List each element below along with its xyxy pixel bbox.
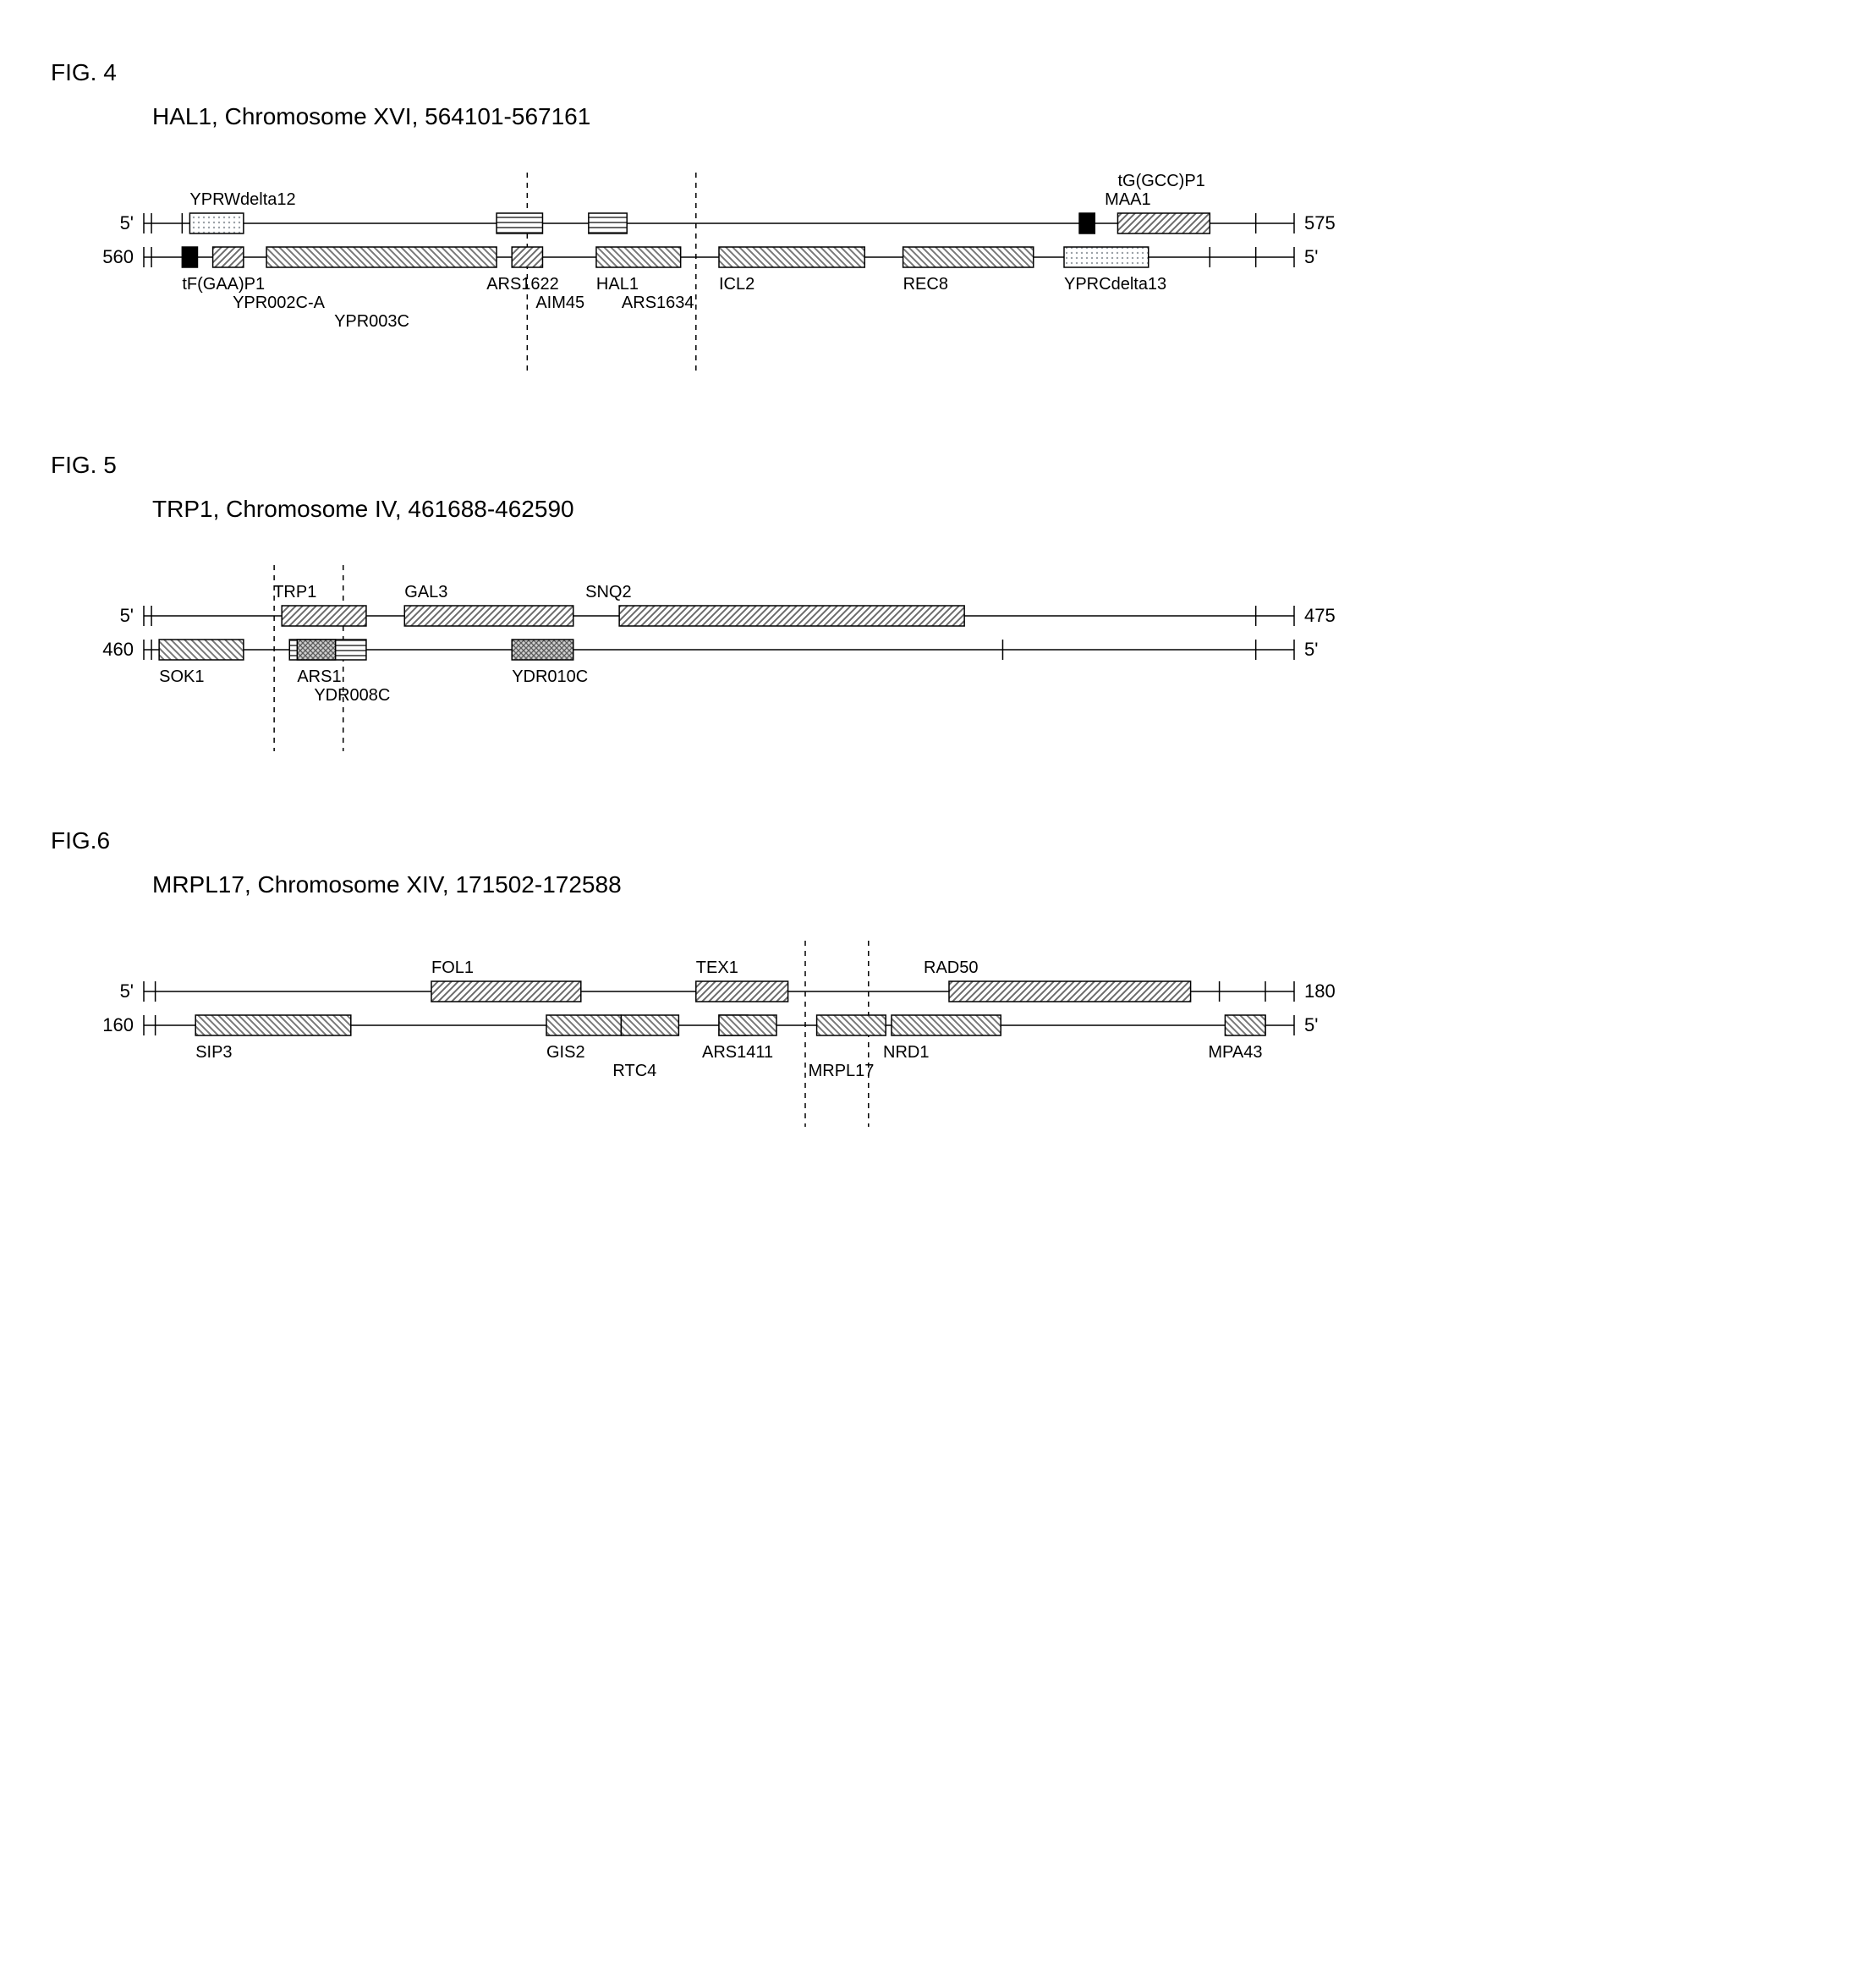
gene-label: ARS1	[297, 667, 341, 686]
figure-title: HAL1, Chromosome XVI, 564101-567161	[152, 103, 1820, 130]
gene-diagram: 5' 560 575 5' YPRWdelta12 MAA1tG(GCC)P1 tF(GAA…	[85, 164, 1820, 401]
gene-feature	[512, 247, 542, 267]
gene-feature	[719, 1015, 776, 1035]
five-prime-top: 5'	[120, 605, 134, 626]
gene-feature	[182, 247, 197, 267]
five-prime-bot: 5'	[1304, 246, 1318, 267]
gene-label: RTC4	[612, 1062, 656, 1080]
gene-label: ARS1634	[622, 294, 694, 312]
five-prime-top: 5'	[120, 212, 134, 233]
gene-feature	[1117, 213, 1210, 233]
gene-label: YPR003C	[334, 312, 409, 331]
gene-label: YDR008C	[314, 686, 390, 705]
gene-label: SNQ2	[585, 583, 631, 601]
gene-feature	[297, 640, 335, 660]
gene-feature	[719, 247, 864, 267]
gene-feature	[497, 213, 542, 233]
gene-label: ICL2	[719, 275, 754, 294]
gene-diagram: 5' 460 475 5' TRP1 GAL3 SNQ2 SOK1 ARS1YDR008C YDR…	[85, 557, 1820, 777]
gene-label: MAA1	[1105, 190, 1150, 209]
figure-title: MRPL17, Chromosome XIV, 171502-172588	[152, 871, 1820, 898]
gene-feature	[431, 981, 581, 1002]
gene-label: MRPL17	[809, 1062, 875, 1080]
gene-diagram: 5' 160 180 5' FOL1 TEX1 RAD50 SIP3 GIS2 RTC4 ARS14…	[85, 932, 1820, 1152]
gene-feature	[1079, 213, 1095, 233]
gene-feature	[589, 213, 627, 233]
gene-label: SOK1	[159, 667, 204, 686]
gene-feature	[195, 1015, 351, 1035]
gene-label: YPRCdelta13	[1064, 275, 1166, 294]
gene-label: tF(GAA)P1	[182, 275, 265, 294]
gene-feature	[596, 247, 681, 267]
gene-feature	[404, 606, 573, 626]
five-prime-bot: 5'	[1304, 639, 1318, 660]
gene-feature	[282, 606, 366, 626]
five-prime-bot: 5'	[1304, 1014, 1318, 1035]
gene-label: MPA43	[1208, 1043, 1262, 1062]
gene-feature	[546, 1015, 621, 1035]
gene-label: GAL3	[404, 583, 447, 601]
gene-label: YPR002C-A	[233, 294, 326, 312]
gene-label: RAD50	[924, 958, 978, 977]
gene-label: FOL1	[431, 958, 474, 977]
gene-label: ARS1411	[702, 1043, 773, 1062]
gene-feature	[1064, 247, 1149, 267]
gene-feature	[817, 1015, 886, 1035]
gene-feature	[903, 247, 1034, 267]
gene-label: TRP1	[273, 583, 316, 601]
gene-feature	[266, 247, 497, 267]
gene-feature	[1225, 1015, 1265, 1035]
coord-left: 160	[102, 1014, 134, 1035]
gene-label: YDR010C	[512, 667, 588, 686]
gene-label: YPRWdelta12	[189, 190, 295, 209]
coord-right: 575	[1304, 212, 1336, 233]
coord-right: 475	[1304, 605, 1336, 626]
gene-label: tG(GCC)P1	[1117, 172, 1204, 190]
figure-heading: FIG. 5	[51, 452, 1820, 479]
gene-label: TEX1	[696, 958, 738, 977]
gene-feature	[949, 981, 1191, 1002]
figure-heading: FIG. 4	[51, 59, 1820, 86]
gene-label: SIP3	[195, 1043, 232, 1062]
gene-feature	[696, 981, 788, 1002]
gene-label: NRD1	[883, 1043, 929, 1062]
gene-feature	[619, 606, 964, 626]
coord-left: 560	[102, 246, 134, 267]
gene-feature	[512, 640, 573, 660]
figure-title: TRP1, Chromosome IV, 461688-462590	[152, 496, 1820, 523]
gene-feature	[213, 247, 244, 267]
gene-label: HAL1	[596, 275, 639, 294]
gene-label: AIM45	[535, 294, 584, 312]
gene-label: ARS1622	[486, 275, 559, 294]
gene-label: REC8	[903, 275, 948, 294]
coord-left: 460	[102, 639, 134, 660]
gene-feature	[189, 213, 243, 233]
gene-feature	[892, 1015, 1001, 1035]
five-prime-top: 5'	[120, 980, 134, 1002]
gene-feature	[621, 1015, 678, 1035]
coord-right: 180	[1304, 980, 1336, 1002]
figure-heading: FIG.6	[51, 827, 1820, 854]
gene-label: GIS2	[546, 1043, 585, 1062]
gene-feature	[159, 640, 244, 660]
